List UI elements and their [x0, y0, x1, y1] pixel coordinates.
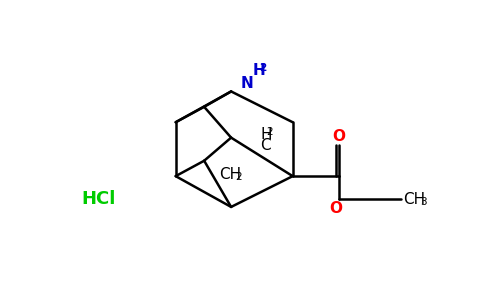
- Text: H: H: [253, 63, 265, 78]
- Text: 2: 2: [259, 63, 266, 73]
- Text: O: O: [329, 201, 342, 216]
- Text: O: O: [333, 129, 346, 144]
- Text: HCl: HCl: [81, 190, 116, 208]
- Text: CH: CH: [404, 192, 426, 207]
- Text: C: C: [260, 138, 271, 153]
- Text: N: N: [240, 76, 253, 91]
- Text: CH: CH: [220, 167, 242, 182]
- Text: 3: 3: [421, 196, 427, 206]
- Text: 2: 2: [235, 172, 242, 182]
- Text: H: H: [260, 127, 272, 142]
- Text: 2: 2: [267, 127, 273, 137]
